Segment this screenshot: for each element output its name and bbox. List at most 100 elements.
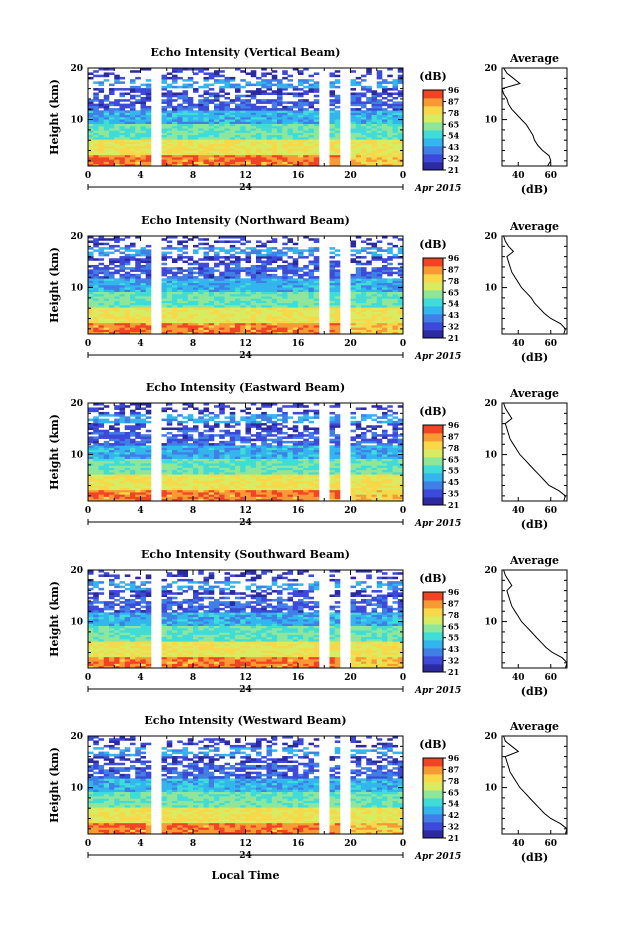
heatmap-cell (397, 103, 404, 107)
heatmap-cell (109, 238, 115, 241)
heatmap-cell (334, 465, 341, 468)
heatmap-cell (245, 72, 252, 75)
heatmap-cell (177, 287, 183, 290)
heatmap-cell (114, 269, 120, 272)
heatmap-cell (334, 329, 341, 333)
heatmap-cell (177, 318, 183, 321)
heatmap-cell (334, 278, 341, 281)
heatmap-cell (287, 267, 294, 270)
heatmap-cell (287, 291, 294, 295)
heatmap-cell (376, 130, 383, 133)
heatmap-cell (166, 316, 173, 319)
heatmap (88, 236, 404, 335)
heatmap-cell (140, 285, 147, 288)
heatmap-cell (361, 256, 367, 259)
heatmap-cell (382, 296, 388, 299)
heatmap-cell (103, 269, 110, 272)
heatmap-cell (397, 249, 404, 252)
heatmap-cell (292, 161, 299, 165)
heatmap-cell (124, 137, 131, 140)
heatmap-cell (392, 150, 399, 153)
heatmap-cell (88, 282, 94, 286)
heatmap-cell (229, 108, 236, 111)
heatmap-cell (203, 494, 210, 497)
heatmap-cell (145, 316, 152, 319)
heatmap-cell (198, 289, 204, 292)
heatmap-cell (124, 329, 131, 333)
heatmap-cell (292, 331, 299, 335)
heatmap-cell (303, 249, 309, 252)
heatmap-cell (235, 485, 241, 488)
heatmap-cell (261, 108, 267, 111)
heatmap-cell (109, 305, 115, 308)
heatmap-cell (350, 291, 357, 295)
heatmap-cell (334, 496, 341, 500)
heatmap-cell (193, 145, 199, 149)
heatmap-cell (298, 329, 304, 333)
heatmap-cell (130, 316, 136, 319)
heatmap-cell (114, 74, 120, 78)
heatmap-cell (303, 476, 309, 480)
heatmap-cell (224, 264, 231, 268)
heatmap-cell (172, 469, 178, 473)
heatmap-cell (214, 293, 220, 297)
heatmap-cell (361, 489, 367, 493)
heatmap-cell (334, 472, 341, 475)
heatmap-cell (214, 325, 220, 328)
heatmap-cell (140, 130, 147, 133)
heatmap-cell (114, 320, 120, 324)
heatmap-cell (261, 141, 267, 145)
heatmap-cell (308, 139, 315, 142)
heatmap-cell (130, 480, 136, 484)
y-tick-label: 20 (70, 64, 83, 74)
heatmap-cell (198, 242, 204, 246)
heatmap-cell (182, 325, 189, 328)
heatmap-cell (166, 130, 173, 133)
heatmap-cell (198, 117, 204, 120)
heatmap-cell (282, 148, 288, 151)
heatmap-cell (277, 90, 283, 93)
heatmap-cell (298, 99, 304, 102)
heatmap-cell (245, 240, 252, 243)
heatmap-cell (271, 101, 278, 104)
heatmap-cell (355, 152, 362, 156)
heatmap-cell (172, 267, 178, 270)
heatmap-cell (271, 253, 278, 257)
heatmap-cell (140, 123, 147, 127)
heatmap-cell (124, 256, 131, 259)
heatmap-cell (229, 132, 236, 136)
heatmap-cell (187, 298, 194, 301)
heatmap-cell (172, 467, 178, 471)
heatmap-cell (397, 121, 404, 124)
heatmap-cell (193, 236, 199, 239)
heatmap-cell (397, 117, 404, 120)
heatmap-cell (177, 320, 183, 324)
heatmap-cell (166, 489, 173, 493)
heatmap-cell (256, 141, 262, 145)
heatmap-cell (208, 244, 215, 248)
heatmap-cell (298, 465, 304, 468)
heatmap-cell (387, 123, 393, 127)
heatmap-cell (308, 293, 315, 297)
heatmap-cell (203, 123, 210, 127)
heatmap-cell (240, 300, 246, 304)
heatmap-cell (98, 271, 105, 275)
heatmap-cell (124, 143, 131, 147)
heatmap-cell (109, 83, 115, 87)
heatmap-cell (182, 110, 189, 113)
heatmap-cell (292, 309, 299, 313)
heatmap-cell (172, 99, 178, 102)
heatmap-cell (382, 159, 388, 162)
heatmap-cell (98, 114, 105, 118)
heatmap-cell (392, 472, 399, 475)
heatmap-cell (187, 496, 194, 500)
heatmap-cell (161, 269, 168, 272)
heatmap-cell (88, 152, 94, 156)
heatmap-cell (382, 329, 388, 333)
heatmap-cell (172, 148, 178, 151)
heatmap-cell (193, 480, 199, 484)
heatmap-cell (266, 88, 273, 91)
heatmap-cell (298, 331, 304, 335)
heatmap-cell (208, 249, 215, 252)
heatmap-cell (98, 289, 105, 292)
